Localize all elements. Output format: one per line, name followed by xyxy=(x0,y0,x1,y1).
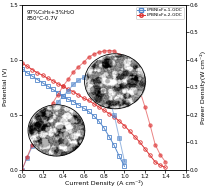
X-axis label: Current Density (A cm⁻²): Current Density (A cm⁻²) xyxy=(65,180,143,186)
Y-axis label: Power Density(W cm⁻²): Power Density(W cm⁻²) xyxy=(200,51,206,124)
Legend: LPBNIxFx,1-GDC, LPBNIxFx,2-GDC: LPBNIxFx,1-GDC, LPBNIxFx,2-GDC xyxy=(136,7,184,19)
Text: 97%C₃H₈+3%H₂O
850°C-0.7V: 97%C₃H₈+3%H₂O 850°C-0.7V xyxy=(27,10,75,21)
Y-axis label: Potential (V): Potential (V) xyxy=(3,68,8,106)
